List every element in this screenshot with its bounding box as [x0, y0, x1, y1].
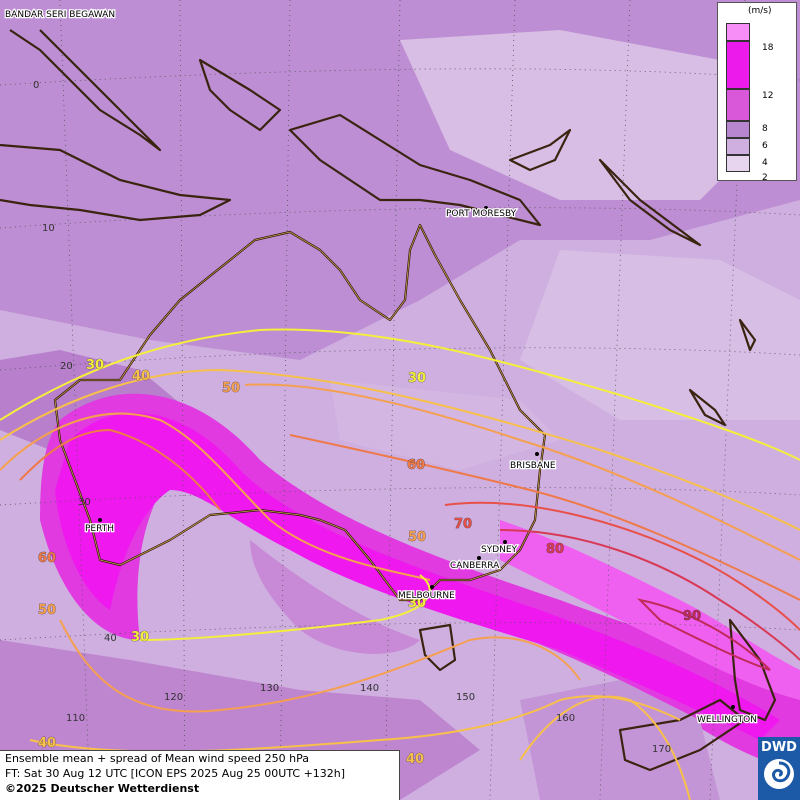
lat-label-40: 40 [104, 633, 117, 644]
legend-tick: 6 [762, 141, 768, 151]
product-title: Ensemble mean + spread of Mean wind spee… [5, 752, 309, 765]
isotach-label-30: 30 [408, 371, 426, 386]
city-marker [54, 13, 58, 17]
lat-label-0: 0 [33, 80, 39, 91]
lat-label-10: 10 [42, 223, 55, 234]
isotach-30-north [0, 328, 800, 461]
grid-labels: 0 10 20 30 40 110 120 130 140 150 160 17… [33, 80, 671, 755]
info-box: Ensemble mean + spread of Mean wind spee… [0, 750, 400, 800]
city-marker [430, 585, 434, 589]
city-label-bandar: BANDAR SERI BEGAWAN [5, 10, 115, 20]
lat-label-20: 20 [60, 361, 73, 372]
lon-label-120: 120 [164, 692, 183, 703]
isotach-label-50: 50 [222, 381, 240, 396]
isotach-label-30: 30 [86, 358, 104, 373]
isotach-40-se [519, 695, 691, 800]
legend-swatch-4-6 [726, 138, 750, 155]
legend-swatch-8-12 [726, 89, 750, 121]
city-label-port-moresby: PORT MORESBY [446, 209, 517, 219]
isotach-30-south [139, 574, 431, 641]
lon-label-170: 170 [652, 744, 671, 755]
city-label-canberra: CANBERRA [450, 561, 500, 571]
copyright: ©2025 Deutscher Wetterdienst [5, 782, 200, 795]
lon-label-130: 130 [260, 683, 279, 694]
isotach-label-60: 60 [38, 551, 56, 566]
dwd-logo: DWD [758, 737, 800, 800]
legend-tick: 8 [762, 124, 768, 134]
isotach-label-30: 30 [408, 596, 426, 611]
isotach-label-70: 70 [454, 517, 472, 532]
legend-swatch-6-8 [726, 121, 750, 138]
isotach-70 [444, 501, 800, 631]
isotach-label-30: 30 [131, 630, 149, 645]
isotach-label-40: 40 [38, 736, 56, 751]
lon-label-160: 160 [556, 713, 575, 724]
legend-swatch-18plus [726, 23, 750, 41]
legend-tick: 18 [762, 43, 774, 53]
legend-swatch-12-18 [726, 41, 750, 89]
isotach-50-ring [0, 383, 800, 581]
isotach-labels: 30 40 50 30 60 70 80 90 50 30 60 50 30 4… [38, 358, 702, 768]
city-marker [503, 540, 507, 544]
city-marker [98, 518, 102, 522]
isotach-contours [0, 328, 800, 800]
dwd-logo-text: DWD [761, 740, 797, 755]
city-label-sydney: SYDNEY [481, 545, 518, 555]
isotach-60 [19, 428, 800, 601]
city-label-wellington: WELLINGTON [697, 715, 757, 725]
isotach-90 [636, 598, 771, 671]
city-label-perth: PERTH [85, 524, 114, 534]
city-marker [535, 452, 539, 456]
legend-tick: 2 [762, 173, 768, 183]
cities: BANDAR SERI BEGAWAN PORT MORESBY BRISBAN… [4, 9, 758, 727]
isotach-label-40: 40 [132, 369, 150, 384]
lon-label-140: 140 [360, 683, 379, 694]
isotach-label-50: 50 [408, 530, 426, 545]
lat-label-30: 30 [78, 497, 91, 508]
city-label-melbourne: MELBOURNE [398, 591, 455, 601]
swirl-icon [764, 759, 794, 789]
isotach-label-90: 90 [683, 609, 701, 624]
city-marker [477, 556, 481, 560]
city-marker [484, 206, 488, 210]
legend-swatch-2-4 [726, 155, 750, 172]
isotach-label-50: 50 [38, 603, 56, 618]
city-marker [731, 705, 735, 709]
isotach-40-north [0, 368, 800, 531]
legend-unit: (m/s) [748, 6, 772, 16]
coastlines [0, 29, 777, 772]
lon-label-110: 110 [66, 713, 85, 724]
lon-label-150: 150 [456, 692, 475, 703]
legend-tick: 12 [762, 91, 774, 101]
forecast-time: FT: Sat 30 Aug 12 UTC [ICON EPS 2025 Aug… [5, 767, 346, 780]
isotach-50-south [59, 619, 581, 713]
isotach-label-60: 60 [407, 458, 425, 473]
isotach-label-40: 40 [406, 752, 424, 767]
city-label-brisbane: BRISBANE [510, 461, 556, 471]
isotach-80 [499, 529, 800, 661]
color-legend: (m/s) 18 12 8 6 4 2 [717, 2, 797, 183]
legend-tick: 4 [762, 158, 768, 168]
isotach-label-80: 80 [546, 542, 564, 557]
